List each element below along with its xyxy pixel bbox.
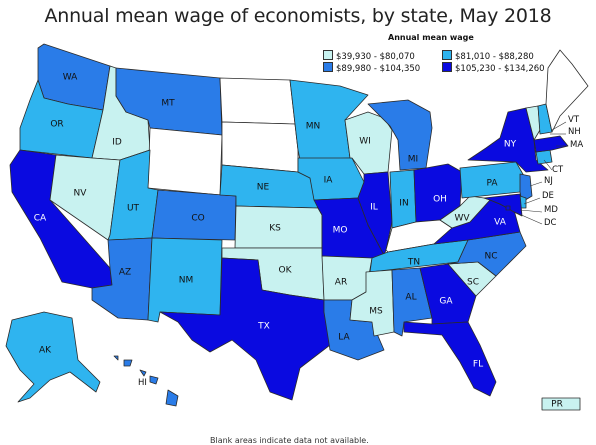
state-label-ny: NY — [504, 140, 517, 150]
state-fl[interactable] — [403, 321, 497, 397]
state-label-id: ID — [112, 138, 122, 148]
state-label-wv: WV — [454, 214, 470, 224]
legend-item-3: $89,980 - $104,350 — [323, 62, 420, 74]
state-label-ca: CA — [34, 214, 47, 224]
state-label-tx: TX — [257, 322, 270, 332]
state-pr[interactable] — [541, 397, 581, 411]
leader-ct — [543, 159, 553, 171]
state-label-wa: WA — [63, 73, 78, 83]
state-ma[interactable] — [533, 135, 569, 153]
state-label-al: AL — [405, 293, 416, 303]
state-label-in: IN — [399, 199, 408, 209]
state-label-fl: FL — [473, 360, 483, 370]
leader-dc — [509, 209, 543, 225]
leader-md — [519, 209, 543, 213]
footnote: Blank areas indicate data not available. — [210, 436, 369, 445]
state-label-nm: NM — [179, 276, 194, 286]
state-label-il: IL — [370, 203, 378, 213]
state-label-dc: DC — [544, 218, 557, 228]
state-hi[interactable] — [165, 389, 179, 407]
state-label-ar: AR — [335, 278, 347, 288]
state-label-ct: CT — [552, 165, 564, 175]
legend-swatch-2 — [442, 50, 452, 60]
state-label-az: AZ — [119, 268, 131, 278]
legend-item-2: $81,010 - $88,280 — [442, 50, 534, 62]
state-label-ma: MA — [570, 140, 583, 150]
state-label-tn: TN — [407, 258, 420, 268]
state-hi-island-2[interactable] — [149, 375, 159, 385]
state-label-mt: MT — [161, 99, 175, 109]
state-label-ok: OK — [279, 266, 293, 276]
state-label-ne: NE — [257, 183, 270, 193]
state-label-ia: IA — [324, 176, 334, 186]
state-label-ak: AK — [39, 346, 52, 356]
state-label-mi: MI — [408, 155, 418, 165]
state-label-va: VA — [494, 218, 507, 228]
leader-vt — [551, 121, 567, 131]
legend-item-1: $39,930 - $80,070 — [323, 50, 415, 62]
legend-label-4: $105,230 - $134,260 — [455, 64, 545, 74]
state-label-co: CO — [191, 214, 204, 224]
state-label-ms: MS — [369, 307, 383, 317]
state-label-ga: GA — [439, 297, 453, 307]
state-nj[interactable] — [519, 173, 533, 203]
state-label-vt: VT — [568, 115, 580, 125]
state-nd[interactable] — [219, 77, 296, 125]
state-label-mo: MO — [333, 226, 348, 236]
state-label-hi: HI — [138, 378, 147, 388]
legend-swatch-1 — [323, 50, 333, 60]
state-tx[interactable] — [159, 257, 331, 401]
state-label-nc: NC — [484, 252, 497, 262]
state-label-ks: KS — [269, 224, 281, 234]
state-label-wi: WI — [359, 137, 371, 147]
state-me[interactable] — [545, 49, 589, 133]
state-ak[interactable] — [5, 311, 101, 403]
state-hi-island-3[interactable] — [139, 369, 147, 377]
state-label-pr: PR — [551, 400, 563, 410]
state-hi-island-4[interactable] — [123, 359, 133, 367]
legend-swatch-3 — [323, 62, 333, 72]
state-hi-group — [113, 355, 179, 407]
state-label-mn: MN — [306, 122, 321, 132]
legend-item-4: $105,230 - $134,260 — [442, 62, 545, 74]
leader-de — [523, 197, 541, 205]
state-label-or: OR — [50, 120, 63, 130]
state-label-nv: NV — [74, 189, 88, 199]
state-label-sc: SC — [467, 278, 479, 288]
legend-label-2: $81,010 - $88,280 — [455, 52, 534, 62]
legend-title: Annual mean wage — [388, 33, 474, 42]
map-title: Annual mean wage of economists, by state… — [44, 5, 552, 27]
state-sd[interactable] — [221, 121, 299, 173]
state-hi-island-5[interactable] — [113, 355, 119, 361]
state-label-ut: UT — [127, 204, 140, 214]
state-label-de: DE — [542, 191, 554, 201]
state-label-la: LA — [338, 333, 350, 343]
state-labels: WA OR CA ID NV MT UT AZ CO NM NE KS OK TX MN IA MO AR LA WI… — [34, 73, 584, 410]
state-label-oh: OH — [433, 195, 447, 205]
state-wy[interactable] — [147, 127, 223, 196]
legend-label-1: $39,930 - $80,070 — [336, 52, 415, 62]
state-label-nj: NJ — [544, 176, 553, 186]
state-dc[interactable] — [505, 205, 511, 211]
legend-label-3: $89,980 - $104,350 — [336, 64, 421, 74]
legend-swatch-4 — [442, 62, 452, 72]
leader-nj — [529, 181, 543, 187]
state-label-pa: PA — [486, 179, 498, 189]
state-label-md: MD — [544, 205, 558, 215]
state-label-nh: NH — [568, 127, 581, 137]
